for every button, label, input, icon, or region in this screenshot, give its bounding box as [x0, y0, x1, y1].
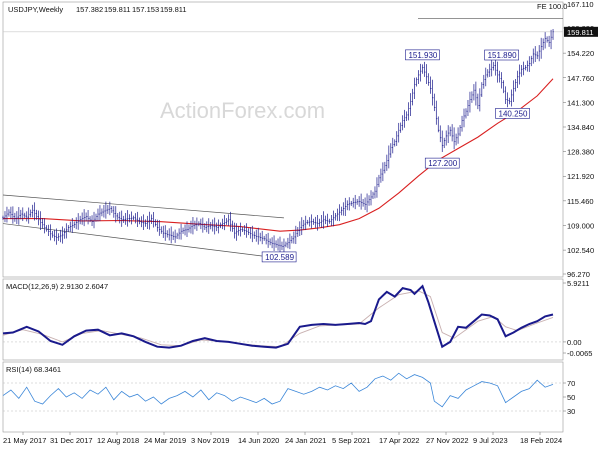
- rsi-axis-tick-label: 30: [567, 407, 575, 416]
- price-axis-tick-label: 96.270: [567, 270, 590, 279]
- header-high: 159.811: [104, 5, 131, 14]
- price-annotation: 140.250: [495, 108, 530, 119]
- time-axis-tick-label: 12 Aug 2018: [97, 436, 139, 445]
- macd-line: [2, 284, 554, 349]
- header-open: 157.382: [76, 5, 103, 14]
- header-close: 159.811: [160, 5, 187, 14]
- price-axis-tick-label: 121.920: [567, 172, 594, 181]
- macd-axis-tick-label: 0.00: [567, 338, 582, 347]
- current-price-label: 159.811: [567, 28, 594, 37]
- price-annotation-label: 140.250: [499, 109, 528, 118]
- time-axis-tick-label: 3 Nov 2019: [191, 436, 229, 445]
- rsi-axis-tick-label: 70: [567, 379, 575, 388]
- time-axis-tick-label: 24 Mar 2019: [144, 436, 186, 445]
- rsi-line: [2, 372, 554, 408]
- rsi-axis: 70 50 30: [563, 379, 575, 416]
- header-symbol: USDJPY,Weekly: [8, 5, 63, 14]
- time-axis-tick-label: 27 Nov 2022: [426, 436, 469, 445]
- fe-label: FE 100.0: [537, 2, 567, 11]
- price-annotation-box: [405, 49, 440, 61]
- price-annotations: 151.930 151.890 140.250 127.200 102.589: [261, 49, 530, 263]
- time-axis-tick-label: 14 Jun 2020: [238, 436, 279, 445]
- price-annotation-box: [424, 157, 460, 169]
- price-axis-tick-label: 147.760: [567, 74, 594, 83]
- time-axis-tick-label: 21 May 2017: [3, 436, 46, 445]
- macd-axis-tick-label: -0.0065: [567, 349, 592, 358]
- price-annotation-label: 151.930: [408, 51, 437, 60]
- price-axis-tick-label: 102.540: [567, 246, 594, 255]
- macd-axis: 5.9211 0.00 -0.0065: [563, 279, 592, 358]
- price-panel-frame: [2, 1, 564, 278]
- channel-upper-line: [2, 194, 284, 219]
- price-axis-tick-label: 134.840: [567, 123, 594, 132]
- price-axis-tick-label: 128.380: [567, 148, 594, 157]
- macd-signal-line: [2, 290, 554, 348]
- price-annotation: 151.930: [405, 49, 440, 61]
- rsi-level-lines: [3, 382, 563, 412]
- time-axis-tick-label: 9 Jul 2023: [473, 436, 508, 445]
- price-annotation-box: [484, 49, 519, 61]
- price-annotation-label: 151.890: [488, 51, 517, 60]
- macd-panel-frame: [2, 278, 564, 361]
- rsi-title: RSI(14) 68.3461: [6, 365, 61, 374]
- price-annotation: 102.589: [261, 251, 297, 263]
- price-candles: [2, 28, 554, 254]
- price-annotation: 127.200: [424, 157, 460, 169]
- price-annotation-label: 102.589: [265, 253, 294, 262]
- price-axis-tick-label: 109.000: [567, 221, 594, 230]
- channel-lower-line: [2, 223, 292, 261]
- time-axis-tick-label: 17 Apr 2022: [379, 436, 419, 445]
- time-axis-tick-label: 5 Sep 2021: [332, 436, 370, 445]
- price-axis-tick-label: 115.460: [567, 197, 594, 206]
- time-axis-tick-label: 24 Jan 2021: [285, 436, 326, 445]
- header-low: 157.153: [132, 5, 159, 14]
- price-annotation: 151.890: [484, 49, 519, 61]
- macd-axis-tick-label: 5.9211: [567, 279, 589, 288]
- price-axis-tick-label: 154.220: [567, 49, 594, 58]
- time-axis-tick-label: 18 Feb 2024: [520, 436, 562, 445]
- price-axis-tick-label: 167.110: [567, 0, 594, 9]
- watermark: ActionForex.com: [160, 98, 325, 123]
- macd-title: MACD(12,26,9) 2.9130 2.6047: [6, 282, 108, 291]
- price-annotation-label: 127.200: [428, 159, 457, 168]
- price-annotation-box: [495, 108, 530, 119]
- rsi-axis-tick-label: 50: [567, 393, 575, 402]
- current-price-box: [564, 26, 598, 37]
- price-axis-tick-label: 141.300: [567, 98, 594, 107]
- time-axis-tick-label: 31 Dec 2017: [50, 436, 93, 445]
- time-axis: 21 May 2017 31 Dec 2017 12 Aug 2018 24 Mar …: [3, 432, 562, 445]
- price-annotation-box: [261, 251, 297, 263]
